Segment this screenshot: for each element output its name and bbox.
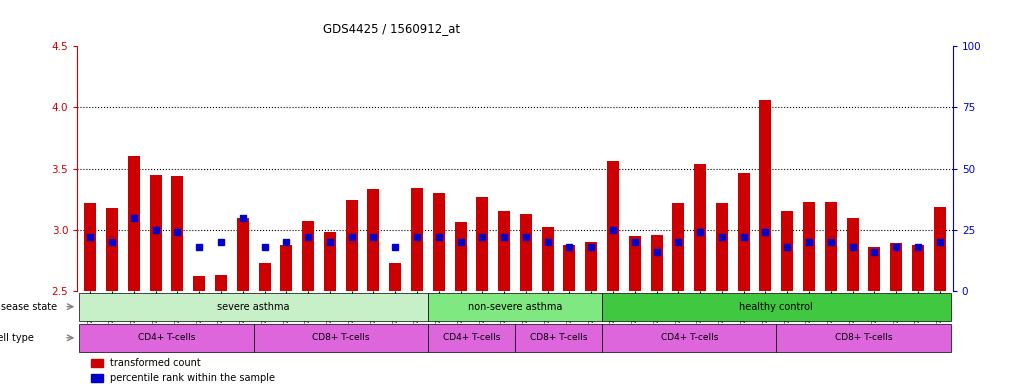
Text: disease state: disease state — [0, 302, 58, 312]
Bar — [454, 222, 467, 291]
Bar — [890, 243, 902, 291]
Text: GDS4425 / 1560912_at: GDS4425 / 1560912_at — [322, 22, 460, 35]
Bar — [868, 247, 881, 291]
Bar — [499, 212, 510, 291]
Bar — [106, 208, 118, 291]
Bar — [389, 263, 402, 291]
Bar — [628, 236, 641, 291]
Bar — [346, 200, 357, 291]
Text: CD8+ T-cells: CD8+ T-cells — [529, 333, 587, 343]
Bar — [368, 189, 379, 291]
Bar — [128, 156, 140, 291]
Bar — [171, 176, 183, 291]
Bar — [803, 202, 815, 291]
Bar — [302, 221, 314, 291]
Bar — [149, 175, 162, 291]
Bar — [673, 203, 684, 291]
Bar — [847, 218, 859, 291]
Bar — [194, 276, 205, 291]
Text: non-severe asthma: non-severe asthma — [468, 302, 562, 312]
Bar — [777, 324, 951, 352]
Bar — [651, 235, 662, 291]
Text: CD4+ T-cells: CD4+ T-cells — [138, 333, 196, 343]
Bar — [280, 245, 293, 291]
Bar — [781, 212, 793, 291]
Bar — [253, 324, 427, 352]
Bar — [433, 193, 445, 291]
Bar — [603, 293, 951, 321]
Bar — [427, 324, 515, 352]
Bar — [476, 197, 488, 291]
Bar — [79, 324, 253, 352]
Text: cell type: cell type — [0, 333, 34, 343]
Text: severe asthma: severe asthma — [217, 302, 289, 312]
Bar — [759, 100, 771, 291]
Bar — [825, 202, 836, 291]
Bar — [84, 203, 97, 291]
Bar — [411, 188, 423, 291]
Bar — [515, 324, 603, 352]
Text: CD8+ T-cells: CD8+ T-cells — [834, 333, 892, 343]
Bar — [427, 293, 603, 321]
Bar — [585, 242, 597, 291]
Bar — [520, 214, 531, 291]
Bar — [323, 232, 336, 291]
Legend: transformed count, percentile rank within the sample: transformed count, percentile rank withi… — [91, 358, 275, 383]
Bar — [259, 263, 271, 291]
Bar — [912, 245, 924, 291]
Bar — [79, 293, 427, 321]
Bar — [933, 207, 946, 291]
Bar — [694, 164, 707, 291]
Text: CD8+ T-cells: CD8+ T-cells — [312, 333, 370, 343]
Text: CD4+ T-cells: CD4+ T-cells — [660, 333, 718, 343]
Text: healthy control: healthy control — [740, 302, 814, 312]
Bar — [237, 218, 249, 291]
Bar — [603, 324, 777, 352]
Bar — [215, 275, 227, 291]
Bar — [542, 227, 554, 291]
Bar — [716, 203, 728, 291]
Bar — [563, 245, 576, 291]
Text: CD4+ T-cells: CD4+ T-cells — [443, 333, 501, 343]
Bar — [607, 161, 619, 291]
Bar — [737, 174, 750, 291]
